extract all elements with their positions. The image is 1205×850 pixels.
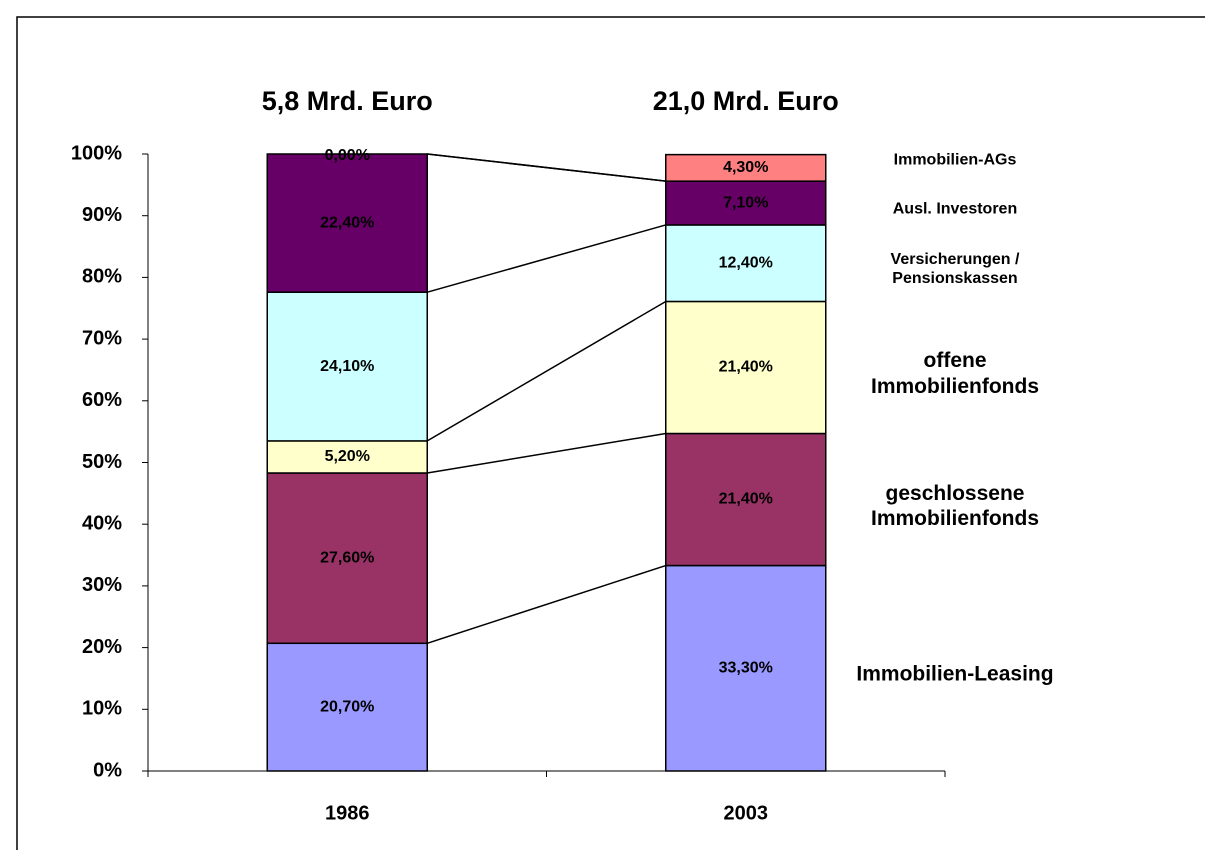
connector-line: [427, 153, 666, 182]
y-tick-label: 50%: [82, 451, 122, 473]
y-tick-label: 30%: [82, 574, 122, 596]
value-label: 4,30%: [723, 159, 768, 176]
bar-segment: [266, 472, 428, 645]
y-tick-label: 40%: [82, 512, 122, 534]
bar-segment: [665, 564, 827, 772]
x-tick-label: 1986: [325, 802, 370, 824]
bar-segment: [665, 300, 827, 435]
frame: [16, 16, 1205, 850]
bar-segment: [665, 432, 827, 567]
bar-segment: [266, 291, 428, 442]
bar-segment: [665, 153, 827, 182]
y-tick-label: 20%: [82, 636, 122, 658]
legend-label: geschlossene Immobilienfonds: [871, 481, 1039, 530]
connector-line: [427, 432, 666, 474]
x-tick-label: 2003: [724, 802, 769, 824]
value-label: 12,40%: [719, 254, 773, 271]
legend-label: Ausl. Investoren: [892, 200, 1018, 218]
y-tick-label: 80%: [82, 266, 122, 288]
value-label: 21,40%: [719, 491, 773, 508]
annotation: 21,0 Mrd. Euro: [653, 86, 839, 116]
y-tick-label: 100%: [71, 142, 122, 164]
bar-segment: [266, 642, 428, 772]
y-tick-label: 10%: [82, 698, 122, 720]
connector-line: [427, 564, 666, 644]
value-label: 33,30%: [719, 659, 773, 676]
value-label: 21,40%: [719, 359, 773, 376]
legend-label: Immobilien-AGs: [893, 151, 1017, 169]
value-label: 22,40%: [320, 214, 374, 231]
bar-segment: [266, 440, 428, 474]
bar-segment: [665, 224, 827, 303]
value-label: 24,10%: [320, 358, 374, 375]
y-tick-label: 90%: [82, 204, 122, 226]
value-label: 0,00%: [325, 147, 370, 164]
bar-segment: [665, 180, 827, 226]
connector-line: [427, 224, 666, 293]
bar-segment: [266, 153, 428, 293]
annotation: 5,8 Mrd. Euro: [262, 86, 433, 116]
value-label: 5,20%: [325, 448, 370, 465]
value-label: 27,60%: [320, 549, 374, 566]
y-tick-label: 70%: [82, 327, 122, 349]
y-tick-label: 0%: [93, 759, 122, 781]
legend-label: offene Immobilienfonds: [871, 349, 1039, 398]
value-label: 7,10%: [723, 194, 768, 211]
legend-label: Versicherungen / Pensionskassen: [890, 251, 1020, 288]
connector-line: [426, 300, 667, 442]
y-tick-label: 60%: [82, 389, 122, 411]
legend-label: Immobilien-Leasing: [856, 662, 1054, 686]
value-label: 20,70%: [320, 698, 374, 715]
